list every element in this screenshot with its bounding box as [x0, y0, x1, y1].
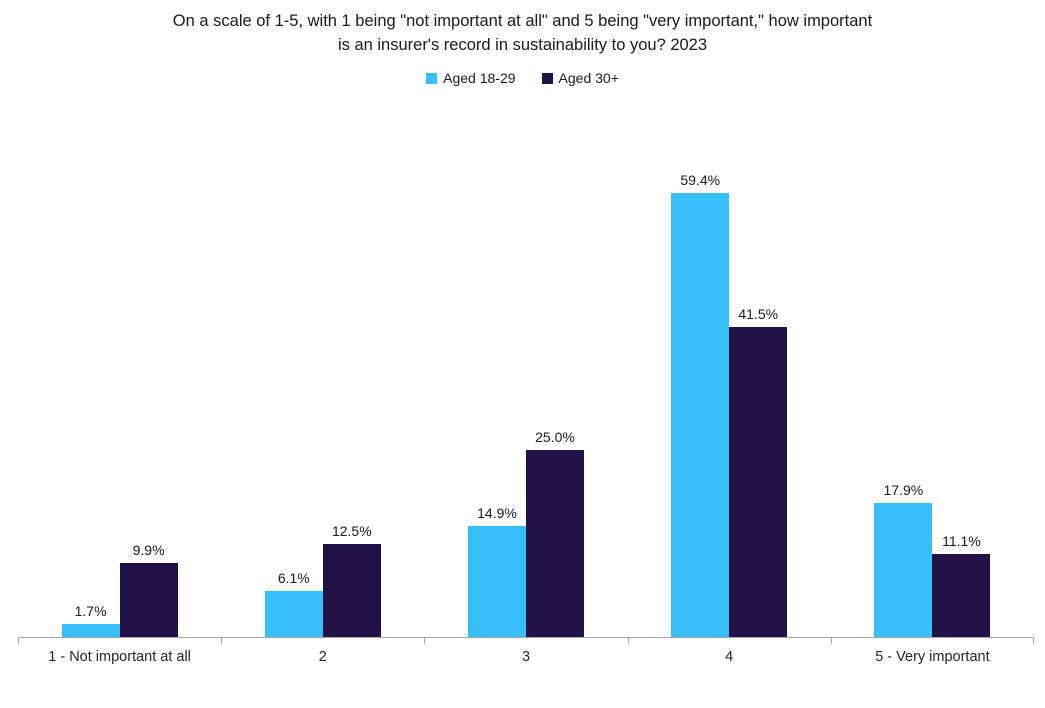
legend-label: Aged 30+ — [558, 70, 619, 86]
legend-item-aged-18-29: Aged 18-29 — [426, 70, 516, 86]
x-axis-tick — [424, 638, 426, 644]
category-group-4: 59.4% 41.5% — [628, 172, 831, 637]
x-axis-category-label: 1 - Not important at all — [48, 649, 191, 665]
legend: Aged 18-29 Aged 30+ — [0, 70, 1045, 86]
bar-value-label: 14.9% — [477, 504, 517, 521]
x-axis-category-label: 3 — [521, 649, 531, 665]
bar-aged-18-29: 6.1% — [264, 570, 323, 637]
plot-area: 1.7% 9.9% 6.1% 12.5% 14.9% 25.0% 59.4% 41.5% 17.… — [18, 172, 1034, 644]
x-axis-tick — [627, 638, 629, 644]
bar-groups: 1.7% 9.9% 6.1% 12.5% 14.9% 25.0% 59.4% 41.5% 17.… — [18, 172, 1034, 637]
legend-swatch-icon — [426, 72, 438, 84]
bar-aged-18-29: 17.9% — [874, 482, 933, 637]
legend-item-aged-30: Aged 30+ — [541, 70, 619, 86]
x-axis-category-label: 4 — [725, 649, 734, 665]
bar-aged-30: 25.0% — [526, 429, 584, 637]
legend-swatch-icon — [541, 72, 553, 84]
x-axis-labels: 1 - Not important at all 2 3 4 5 - Very impo… — [18, 649, 1034, 665]
bar-value-label: 9.9% — [132, 542, 165, 559]
bar-aged-18-29: 14.9% — [468, 505, 526, 637]
x-axis-category-label: 5 - Very important — [875, 649, 990, 665]
bar-value-label: 17.9% — [883, 482, 924, 499]
bar-value-label: 41.5% — [738, 306, 779, 323]
category-group-5: 17.9% 11.1% — [831, 189, 1034, 637]
category-group-2: 6.1% 12.5% — [221, 189, 424, 637]
x-axis-category-label: 2 — [318, 649, 327, 665]
bar-aged-18-29: 1.7% — [61, 603, 120, 637]
bar-aged-18-29: 59.4% — [671, 172, 730, 637]
x-axis-tick — [830, 638, 832, 644]
legend-label: Aged 18-29 — [443, 70, 516, 86]
x-axis-tick — [1033, 638, 1034, 644]
bar-aged-30: 9.9% — [119, 542, 178, 637]
bar-value-label: 11.1% — [942, 533, 981, 550]
bar-aged-30: 12.5% — [322, 523, 381, 637]
category-group-1: 1.7% 9.9% — [18, 189, 221, 637]
category-group-3: 14.9% 25.0% — [424, 189, 627, 637]
bar-value-label: 59.4% — [680, 172, 721, 189]
x-axis-tick — [221, 638, 223, 644]
bar-value-label: 25.0% — [535, 429, 575, 446]
bar-aged-30: 11.1% — [932, 533, 991, 637]
chart-title: On a scale of 1-5, with 1 being "not imp… — [172, 12, 873, 54]
bar-value-label: 12.5% — [331, 522, 372, 539]
x-axis-tick — [18, 638, 19, 644]
bar-value-label: 6.1% — [277, 570, 310, 587]
bar-aged-30: 41.5% — [729, 306, 788, 637]
bar-value-label: 1.7% — [74, 603, 107, 620]
